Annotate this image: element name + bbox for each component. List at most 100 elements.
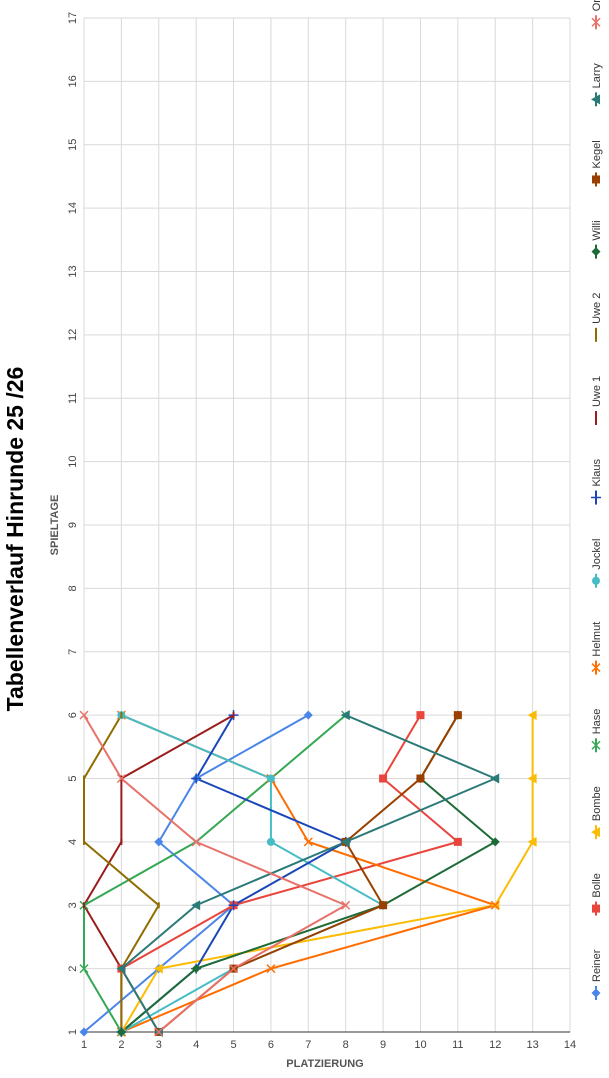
series-line-jockel — [120, 714, 385, 1033]
legend-label-larry: Larry — [591, 63, 603, 89]
data-point-larry — [116, 963, 126, 974]
x-tick-label: 8 — [67, 585, 79, 591]
legend-marker-hase — [591, 740, 601, 750]
y-tick-label: 13 — [526, 1039, 538, 1051]
y-tick-label: 9 — [380, 1039, 386, 1051]
data-point-ortwin — [191, 837, 201, 847]
x-tick-label: 7 — [67, 649, 79, 655]
data-point-reiner — [79, 1027, 89, 1037]
data-point-bolle — [379, 774, 388, 783]
legend-marker-klaus — [591, 492, 601, 503]
x-tick-label: 2 — [67, 966, 79, 972]
series-line-uwe-2 — [83, 714, 160, 1032]
x-tick-label: 10 — [67, 456, 79, 468]
y-tick-label: 1 — [81, 1039, 87, 1051]
data-point-ortwin — [341, 900, 351, 910]
legend-label-kegel: Kegel — [591, 140, 603, 168]
y-tick-label: 11 — [452, 1039, 463, 1051]
data-point-larry — [191, 900, 201, 911]
x-axis-title: SPIELTAGE — [49, 495, 61, 556]
legend-label-bolle: Bolle — [591, 873, 603, 897]
x-tick-label: 5 — [67, 775, 79, 781]
y-tick-label: 12 — [489, 1039, 501, 1051]
series-line-reiner — [83, 714, 309, 1033]
data-point-bombe — [527, 710, 537, 721]
data-point-larry — [340, 836, 350, 847]
data-point-kegel — [416, 774, 425, 783]
data-point-bombe — [527, 773, 537, 784]
legend-marker-reiner — [591, 988, 601, 998]
y-tick-label: 2 — [118, 1039, 124, 1051]
legend-label-willi: Willi — [591, 220, 603, 240]
y-tick-label: 3 — [156, 1039, 162, 1051]
data-point-bolle — [416, 711, 425, 720]
x-tick-label: 17 — [67, 12, 79, 24]
legend-label-reiner: Reiner — [591, 949, 603, 982]
y-axis-title: PLATZIERUNG — [286, 1058, 363, 1070]
y-tick-label: 8 — [343, 1039, 349, 1051]
data-point-jockel — [266, 774, 275, 783]
data-point-reiner — [154, 837, 164, 847]
y-tick-label: 6 — [268, 1039, 274, 1051]
x-tick-label: 12 — [67, 329, 79, 341]
data-point-hase — [79, 964, 89, 974]
data-point-helmut — [303, 837, 313, 847]
legend-label-bombe: Bombe — [591, 786, 603, 821]
data-point-larry — [490, 773, 500, 784]
series-line-hase — [83, 714, 347, 1033]
x-tick-label: 3 — [67, 902, 79, 908]
data-point-ortwin — [79, 710, 89, 720]
legend-marker-helmut — [591, 663, 601, 673]
data-point-ortwin — [154, 1027, 164, 1037]
data-point-kegel — [453, 711, 462, 720]
legend-marker-bolle — [592, 904, 600, 913]
data-point-bombe — [527, 836, 537, 847]
data-point-bolle — [453, 837, 462, 846]
legend-marker-jockel — [592, 576, 600, 585]
legend-label-helmut: Helmut — [591, 622, 603, 657]
legend-marker-willi — [591, 247, 601, 257]
x-tick-label: 11 — [67, 393, 79, 404]
legend-label-klaus: Klaus — [591, 459, 603, 487]
data-point-willi — [116, 1027, 126, 1037]
x-tick-label: 13 — [67, 265, 79, 277]
data-point-ortwin — [229, 964, 239, 974]
x-tick-label: 14 — [67, 202, 79, 214]
series-line-ortwin — [83, 714, 347, 1033]
series-line-bombe — [120, 715, 534, 1033]
legend-label-ortwin: Ortwin — [591, 0, 603, 11]
x-tick-label: 1 — [67, 1029, 79, 1035]
data-point-bombe — [153, 963, 163, 974]
data-point-helmut — [266, 964, 276, 974]
y-tick-label: 7 — [305, 1039, 311, 1051]
data-point-ortwin — [116, 773, 126, 784]
data-point-helmut — [490, 900, 500, 910]
legend-marker-kegel — [592, 175, 600, 184]
y-tick-label: 10 — [414, 1039, 426, 1051]
data-point-kegel — [379, 901, 388, 910]
x-tick-label: 6 — [67, 712, 79, 718]
legend-label-jockel: Jockel — [591, 539, 603, 570]
legend-marker-bombe — [591, 827, 600, 838]
legend-label-uwe-1: Uwe 1 — [591, 376, 603, 407]
data-point-larry — [340, 710, 350, 721]
y-tick-label: 14 — [564, 1039, 576, 1051]
data-point-klaus — [228, 900, 239, 911]
legend-label-hase: Hase — [591, 709, 603, 735]
data-point-willi — [490, 837, 500, 847]
x-tick-label: 15 — [67, 139, 79, 151]
x-tick-label: 9 — [67, 522, 79, 528]
data-point-reiner — [303, 710, 313, 720]
legend-marker-ortwin — [591, 17, 601, 27]
x-tick-label: 4 — [67, 839, 79, 845]
data-point-willi — [191, 964, 201, 974]
y-tick-label: 4 — [193, 1039, 199, 1051]
legend-marker-larry — [591, 94, 600, 105]
data-point-jockel — [266, 837, 275, 846]
data-point-klaus — [191, 773, 202, 784]
y-tick-label: 5 — [230, 1039, 236, 1051]
x-tick-label: 16 — [67, 75, 79, 87]
legend-label-uwe-2: Uwe 2 — [591, 293, 603, 324]
